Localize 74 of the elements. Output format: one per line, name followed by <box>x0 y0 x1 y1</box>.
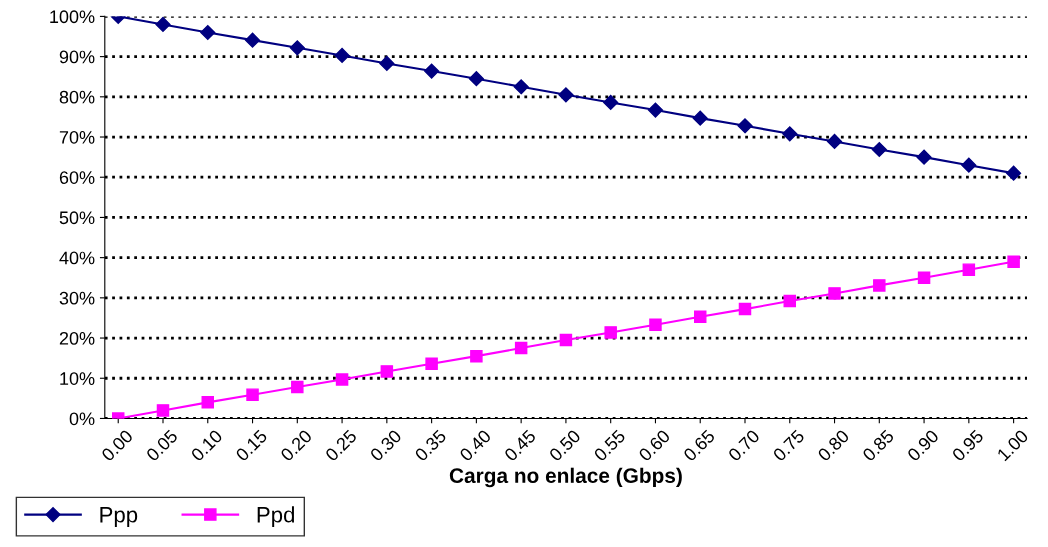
y-tick-label: 60% <box>59 171 95 184</box>
point <box>514 341 528 355</box>
point <box>468 71 484 87</box>
point <box>962 263 976 276</box>
x-tick-label: 0.85 <box>861 429 895 462</box>
point <box>513 79 529 95</box>
point <box>424 63 440 79</box>
x-tick-label: 0.65 <box>682 429 716 462</box>
x-axis-title: Carga no enlace (Gbps) <box>449 467 682 488</box>
y-tick-label: 20% <box>59 331 95 345</box>
x-tick-label: 0.60 <box>637 429 671 462</box>
x-tick-label: 0.90 <box>906 429 940 462</box>
point <box>649 318 662 332</box>
point <box>425 357 438 371</box>
point <box>244 32 261 48</box>
x-tick-label: 0.40 <box>458 429 492 462</box>
point <box>603 94 619 111</box>
x-tick-label: 0.05 <box>145 429 179 462</box>
point <box>380 365 394 378</box>
point <box>782 126 798 142</box>
y-tick-label: 0% <box>69 412 95 426</box>
legend-label: Ppd <box>257 506 294 527</box>
point <box>1007 255 1020 268</box>
x-tick-label: 0.50 <box>548 429 582 462</box>
point <box>961 157 977 173</box>
y-tick-label: 80% <box>59 90 95 104</box>
point <box>738 302 752 316</box>
x-tick-label: 0.80 <box>817 429 850 462</box>
x-tick-label: 0.70 <box>727 429 761 462</box>
y-tick-label: 100% <box>50 10 95 24</box>
point <box>156 404 170 417</box>
x-tick-label: 0.75 <box>772 429 806 462</box>
point <box>289 40 305 56</box>
legend-label: Ppp <box>100 507 138 527</box>
point <box>470 349 483 363</box>
x-tick-label: 0.20 <box>279 429 313 462</box>
x-tick-label: 0.25 <box>324 429 358 462</box>
y-tick-label: 50% <box>59 211 95 225</box>
point <box>200 24 216 41</box>
x-tick-label: 0.45 <box>503 429 537 462</box>
y-tick-label: 90% <box>59 50 95 64</box>
point <box>737 118 753 134</box>
point <box>916 149 932 165</box>
point <box>291 380 304 394</box>
x-tick-label: 0.35 <box>414 429 447 462</box>
y-tick-label: 70% <box>59 130 95 144</box>
point <box>558 87 574 103</box>
x-tick-label: 0.10 <box>190 429 224 462</box>
point <box>604 326 617 339</box>
y-tick-label: 30% <box>59 291 95 305</box>
point <box>335 373 349 386</box>
point <box>826 133 843 150</box>
point <box>559 333 573 347</box>
point <box>334 47 350 63</box>
x-tick-label: 0.00 <box>100 429 134 462</box>
x-tick-label: 0.30 <box>369 429 403 462</box>
point <box>201 396 215 409</box>
point <box>871 141 887 158</box>
point <box>1006 165 1022 181</box>
point <box>379 55 395 72</box>
x-tick-label: 0.95 <box>951 429 985 462</box>
point <box>783 294 797 308</box>
point <box>917 271 931 284</box>
point <box>246 388 259 401</box>
point <box>692 110 708 126</box>
point <box>155 16 171 33</box>
y-tick-label: 10% <box>60 372 95 385</box>
y-tick-label: 40% <box>59 251 95 265</box>
point <box>828 287 841 300</box>
point <box>647 102 664 118</box>
x-tick-label: 0.55 <box>593 429 627 462</box>
x-tick-label: 0.15 <box>235 429 268 462</box>
point <box>693 310 707 323</box>
point <box>873 279 886 292</box>
